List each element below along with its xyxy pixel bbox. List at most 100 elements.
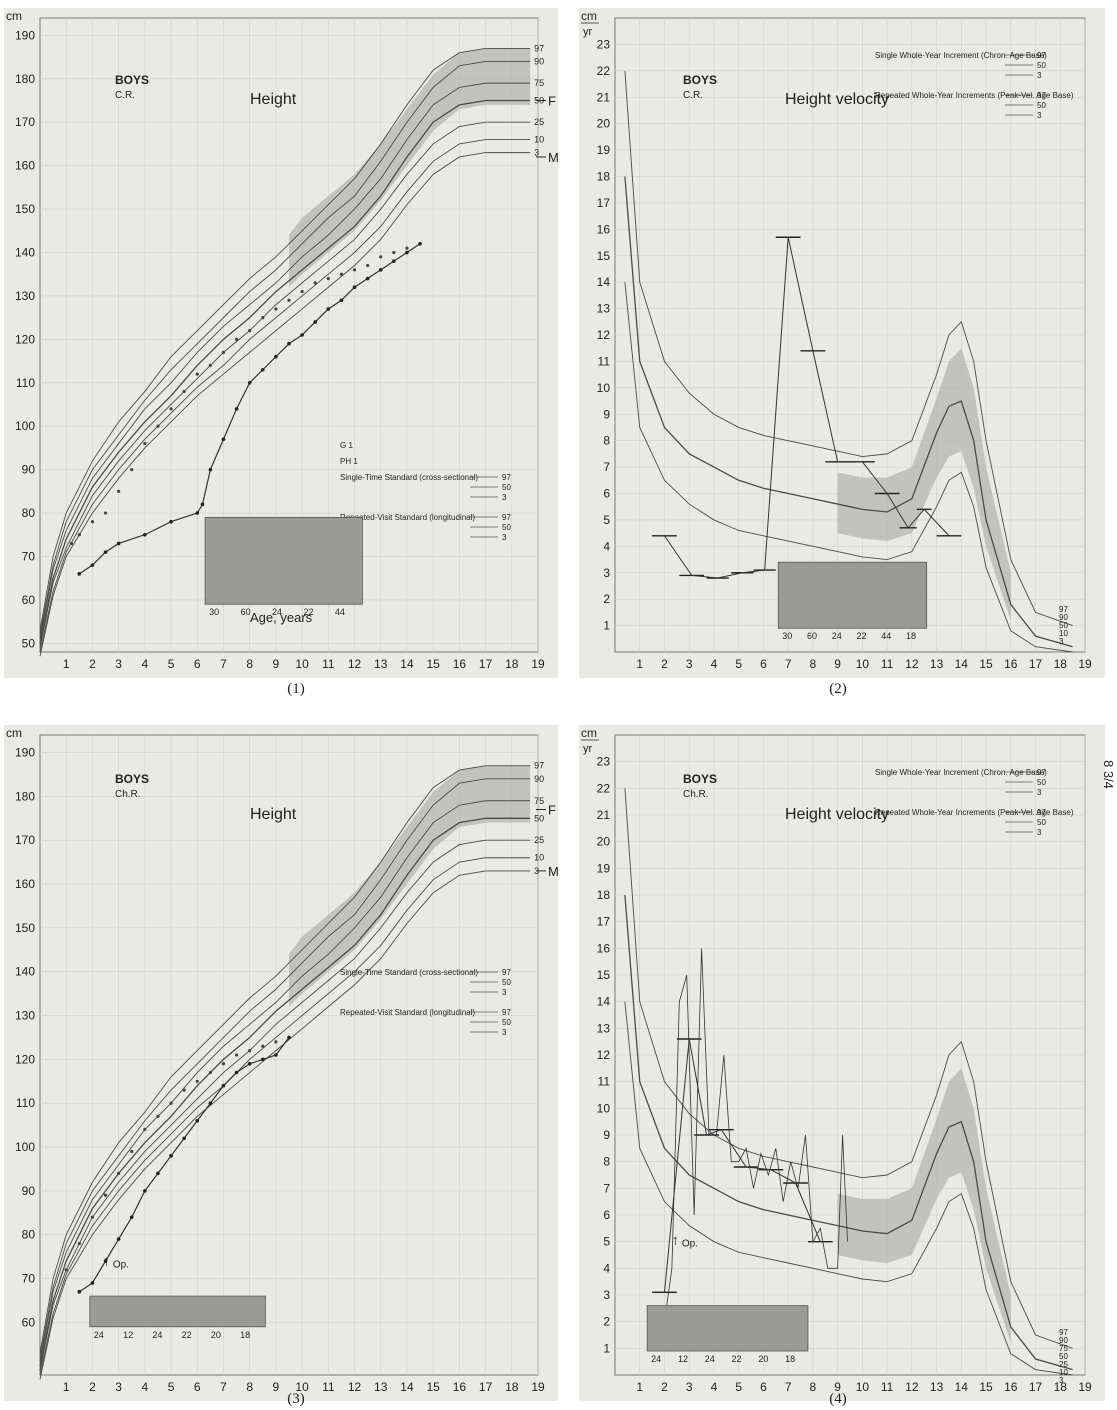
data-point xyxy=(222,437,226,441)
legend-label: Single Whole-Year Increment (Chron. Age … xyxy=(875,768,1047,777)
x-tick-label: 11 xyxy=(322,657,335,671)
parental-point xyxy=(366,264,369,267)
x-tick-label: 13 xyxy=(374,1380,388,1394)
legend-label: Single-Time Standard (cross-sectional) xyxy=(340,968,478,977)
data-point xyxy=(287,342,291,346)
x-tick-label: 19 xyxy=(1078,657,1092,671)
parental-point xyxy=(91,1216,94,1219)
y-tick-label: 16 xyxy=(597,941,611,955)
y-tick-label: 160 xyxy=(15,159,35,173)
y-tick-label: 19 xyxy=(597,143,611,157)
data-point xyxy=(91,1281,95,1285)
parental-point xyxy=(130,1150,133,1153)
x-tick-label: 9 xyxy=(273,1380,280,1394)
panel-background xyxy=(579,725,1105,1401)
y-tick-label: 140 xyxy=(15,245,35,259)
y-tick-label: 23 xyxy=(597,755,611,769)
y-tick-label: 2 xyxy=(603,592,610,606)
legend-value: 3 xyxy=(502,1028,507,1037)
y-tick-label: 120 xyxy=(15,332,35,346)
treatment-bar-label: 22 xyxy=(732,1354,742,1364)
y-tick-label: 170 xyxy=(15,833,35,847)
y-unit-label: cm xyxy=(581,726,597,740)
chart-title: Height xyxy=(250,806,297,823)
data-point xyxy=(300,333,304,337)
chart-panel-4: 1 2 3 4 5 6 7 8 9 10 11 12 13 14 15 16 17 18 1912345678910… xyxy=(579,725,1105,1407)
parental-point xyxy=(104,511,107,514)
parental-point xyxy=(196,372,199,375)
treatment-bar-label: 18 xyxy=(785,1354,795,1364)
treatment-bar-label: 12 xyxy=(678,1354,688,1364)
data-point xyxy=(235,1071,239,1075)
x-tick-label: 7 xyxy=(785,1380,792,1394)
chart-subheader: Ch.R. xyxy=(115,789,141,800)
side-marker-label: M xyxy=(548,864,559,879)
centile-label: 3 xyxy=(534,148,539,158)
y-tick-label: 130 xyxy=(15,1009,35,1023)
parental-point xyxy=(340,273,343,276)
x-tick-label: 1 xyxy=(636,657,643,671)
legend-value: 50 xyxy=(1037,101,1046,110)
x-tick-label: 3 xyxy=(686,657,693,671)
parental-point xyxy=(196,1080,199,1083)
centile-label: 97 xyxy=(534,43,544,53)
x-tick-label: 7 xyxy=(220,1380,227,1394)
y-tick-label: 21 xyxy=(597,808,611,822)
treatment-bar-label: 24 xyxy=(651,1354,661,1364)
treatment-bar-label: 20 xyxy=(758,1354,768,1364)
y-tick-label: 18 xyxy=(597,170,611,184)
y-tick-label: 60 xyxy=(22,593,36,607)
parental-point xyxy=(314,281,317,284)
parental-point xyxy=(327,277,330,280)
parental-point xyxy=(156,425,159,428)
data-point xyxy=(313,320,317,324)
data-point xyxy=(169,520,173,524)
panel-caption: (4) xyxy=(829,1391,847,1407)
y-tick-label: 15 xyxy=(597,249,611,263)
legend-value: 3 xyxy=(1037,828,1042,837)
x-tick-label: 16 xyxy=(453,657,467,671)
x-tick-label: 10 xyxy=(856,1380,870,1394)
centile-label: 90 xyxy=(534,774,544,784)
x-tick-label: 7 xyxy=(220,657,227,671)
y-tick-label: 3 xyxy=(603,566,610,580)
data-point xyxy=(392,259,396,263)
y-tick-label: 22 xyxy=(597,64,611,78)
y-tick-label: 6 xyxy=(603,1208,610,1222)
centile-label: 3 xyxy=(1059,1376,1064,1385)
data-point xyxy=(248,381,252,385)
treatment-bar-label: 44 xyxy=(335,607,345,617)
data-point xyxy=(327,307,331,311)
treatment-bar-label: 24 xyxy=(832,631,842,641)
legend-value: 97 xyxy=(1037,51,1046,60)
x-tick-label: 8 xyxy=(246,657,253,671)
treatment-bar-label: 44 xyxy=(881,631,891,641)
y-tick-label: 1 xyxy=(603,1341,610,1355)
data-point xyxy=(287,1036,291,1040)
chart-header: BOYS xyxy=(683,772,717,786)
y-tick-label: 9 xyxy=(603,407,610,421)
x-tick-label: 16 xyxy=(1004,657,1018,671)
x-tick-label: 2 xyxy=(661,657,668,671)
data-point xyxy=(117,542,121,546)
y-unit-label-2: yr xyxy=(583,743,593,755)
y-tick-label: 150 xyxy=(15,202,35,216)
y-tick-label: 12 xyxy=(597,328,611,342)
treatment-bar-label: 18 xyxy=(906,631,916,641)
parental-point xyxy=(248,329,251,332)
y-tick-label: 21 xyxy=(597,90,611,104)
parental-point xyxy=(405,247,408,250)
x-tick-label: 2 xyxy=(89,657,96,671)
y-unit-label: cm xyxy=(6,9,22,23)
x-tick-label: 2 xyxy=(89,1380,96,1394)
legend-label: PH 1 xyxy=(340,457,358,466)
y-tick-label: 70 xyxy=(22,549,36,563)
x-tick-label: 5 xyxy=(735,1380,742,1394)
x-tick-label: 14 xyxy=(400,657,414,671)
y-tick-label: 14 xyxy=(597,995,611,1009)
x-tick-label: 16 xyxy=(453,1380,467,1394)
y-tick-label: 80 xyxy=(22,1228,36,1242)
y-tick-label: 140 xyxy=(15,965,35,979)
side-marker-label: F xyxy=(548,803,556,818)
